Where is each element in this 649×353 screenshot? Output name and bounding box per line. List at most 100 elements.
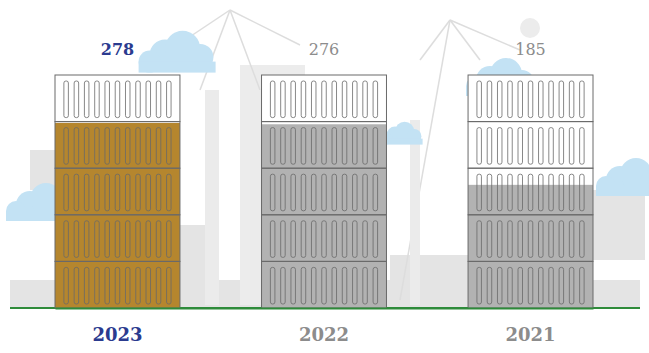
data-labels: 278276185 [101, 40, 546, 59]
category-label: 2023 [92, 324, 142, 345]
container-rib [95, 267, 100, 304]
container-rib [156, 81, 161, 118]
container-rib [105, 81, 110, 118]
container-rib [156, 174, 161, 211]
container-rib [549, 267, 554, 304]
container-outline [262, 215, 387, 262]
container-rib [508, 81, 513, 118]
crane-line [230, 10, 300, 45]
container-rib [146, 221, 151, 258]
container-rib [146, 267, 151, 304]
container-rib [539, 267, 544, 304]
container-rib [569, 174, 574, 211]
container-rib [508, 267, 513, 304]
container-rib [497, 267, 502, 304]
container-rib [373, 174, 378, 211]
stack-background [55, 75, 180, 308]
bars [55, 123, 593, 308]
container-rib [353, 267, 358, 304]
container-rib [64, 221, 68, 258]
container-rib [487, 174, 492, 211]
container-rib [487, 128, 492, 165]
container-outline [468, 122, 593, 169]
container-rib [311, 81, 316, 118]
container-rib [518, 174, 523, 211]
container-outline [262, 168, 387, 215]
container-rib [301, 81, 306, 118]
container-rib [146, 81, 151, 118]
axis-line [56, 308, 594, 310]
container-outline [468, 75, 593, 122]
container-rib [518, 221, 523, 258]
container-rib [156, 128, 161, 165]
container-rib [301, 128, 306, 165]
container-rib [322, 128, 327, 165]
stack-background [468, 75, 593, 308]
container-rib [105, 174, 110, 211]
container-rib [497, 128, 502, 165]
container-rib [539, 128, 544, 165]
container-rib [508, 128, 513, 165]
crane-line [400, 20, 450, 300]
container-rib [84, 81, 89, 118]
container-outline [262, 122, 387, 169]
tick: 2021 [505, 308, 555, 345]
container-rib [363, 128, 368, 165]
category-label: 2021 [505, 324, 555, 345]
container-rib [125, 81, 129, 118]
container-rib [95, 81, 100, 118]
container-rib [539, 174, 544, 211]
container-rib [167, 81, 172, 118]
container-rib [281, 267, 286, 304]
container-rib [353, 221, 358, 258]
container-rib [136, 267, 141, 304]
container-rib [528, 174, 533, 211]
container-rib [74, 128, 79, 165]
container-rib [64, 81, 68, 118]
container-rib [332, 128, 337, 165]
container-outline [468, 261, 593, 308]
container-rib [311, 128, 316, 165]
container-rib [322, 174, 327, 211]
container-rib [528, 267, 533, 304]
container-rib [167, 128, 172, 165]
container-rib [64, 174, 68, 211]
container-rib [342, 174, 347, 211]
container-rib [580, 267, 585, 304]
container-rib [301, 221, 306, 258]
container-rib [477, 81, 482, 118]
container-rib [332, 81, 337, 118]
container-rib [569, 221, 574, 258]
data-label: 185 [515, 40, 546, 59]
container-rib [115, 81, 120, 118]
scenery-block [410, 120, 420, 305]
container-rib [125, 267, 129, 304]
container-rib [487, 81, 492, 118]
container-outline [55, 75, 180, 122]
container-rib [518, 267, 523, 304]
container-rib [291, 174, 296, 211]
container-rib [84, 128, 89, 165]
container-rib [580, 221, 585, 258]
container-rib [518, 81, 523, 118]
container-rib [342, 128, 347, 165]
container-rib [487, 267, 492, 304]
container-rib [74, 81, 79, 118]
container-rib [580, 81, 585, 118]
container-rib [125, 128, 129, 165]
container-rib [270, 267, 275, 304]
container-rib [270, 128, 275, 165]
container-rib [105, 221, 110, 258]
container-rib [363, 221, 368, 258]
category-label: 2022 [299, 324, 349, 345]
container-rib [497, 174, 502, 211]
container-rib [332, 267, 337, 304]
bar [262, 124, 387, 308]
chart: 2023 2022 2021 278276185 [0, 0, 649, 353]
container-rib [301, 267, 306, 304]
container-rib [156, 221, 161, 258]
bar [468, 185, 593, 308]
container-rib [74, 221, 79, 258]
container-rib [270, 174, 275, 211]
container-rib [136, 81, 141, 118]
